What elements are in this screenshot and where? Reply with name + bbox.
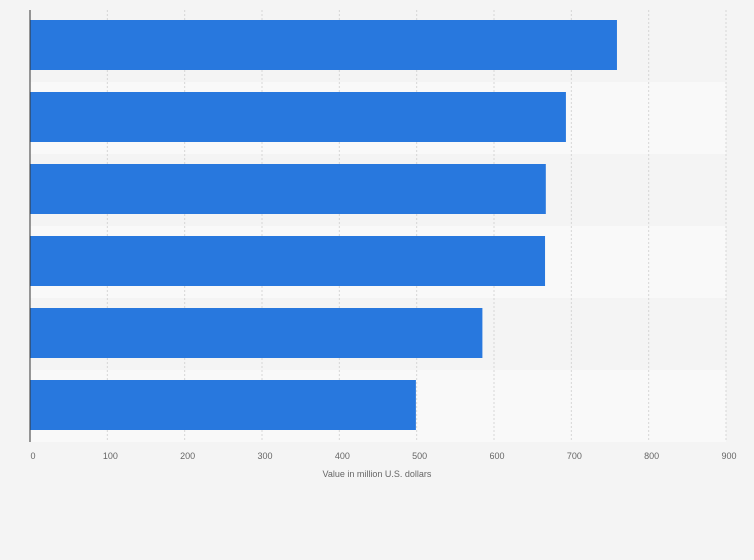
x-axis-title: Value in million U.S. dollars — [323, 469, 432, 479]
row-bands — [30, 10, 726, 442]
x-tick-label: 600 — [489, 451, 504, 461]
bar[interactable] — [30, 164, 546, 214]
x-tick-label: 200 — [180, 451, 195, 461]
x-tick-label: 700 — [567, 451, 582, 461]
bar[interactable] — [30, 380, 416, 430]
x-tick-label: 500 — [412, 451, 427, 461]
x-tick-label: 100 — [103, 451, 118, 461]
bar[interactable] — [30, 236, 546, 286]
x-tick-label: 400 — [335, 451, 350, 461]
bar[interactable] — [30, 308, 483, 358]
bar[interactable] — [30, 20, 617, 70]
x-tick-labels: 0 100 200 300 400 500 600 700 800 900 — [30, 451, 736, 461]
bar[interactable] — [30, 92, 566, 142]
gridlines — [106, 10, 727, 442]
x-tick-label: 0 — [30, 451, 35, 461]
x-tick-label: 900 — [721, 451, 736, 461]
x-tick-label: 800 — [644, 451, 659, 461]
x-tick-label: 300 — [257, 451, 272, 461]
bars — [30, 20, 617, 430]
